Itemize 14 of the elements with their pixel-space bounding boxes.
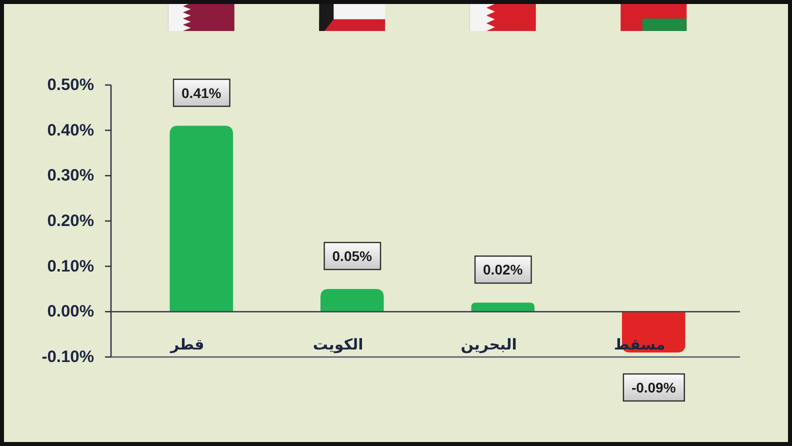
data-label: 0.05% <box>332 248 373 264</box>
x-tick-label: قطر <box>169 336 204 354</box>
y-tick-label: 0.30% <box>47 166 94 185</box>
y-tick-label: 0.40% <box>47 121 94 140</box>
data-label: 0.02% <box>483 262 524 278</box>
x-tick-label: البحرين <box>460 336 517 354</box>
data-label: 0.41% <box>182 84 222 101</box>
y-tick-label: 0.50% <box>47 76 94 94</box>
data-label: -0.09% <box>631 379 676 396</box>
y-tick-label: 0.00% <box>47 302 94 321</box>
y-tick-label: 0.10% <box>47 257 94 276</box>
y-tick-label: -0.10% <box>42 348 94 366</box>
x-tick-label: الكويت <box>312 336 364 354</box>
y-tick-label: 0.20% <box>47 212 94 230</box>
